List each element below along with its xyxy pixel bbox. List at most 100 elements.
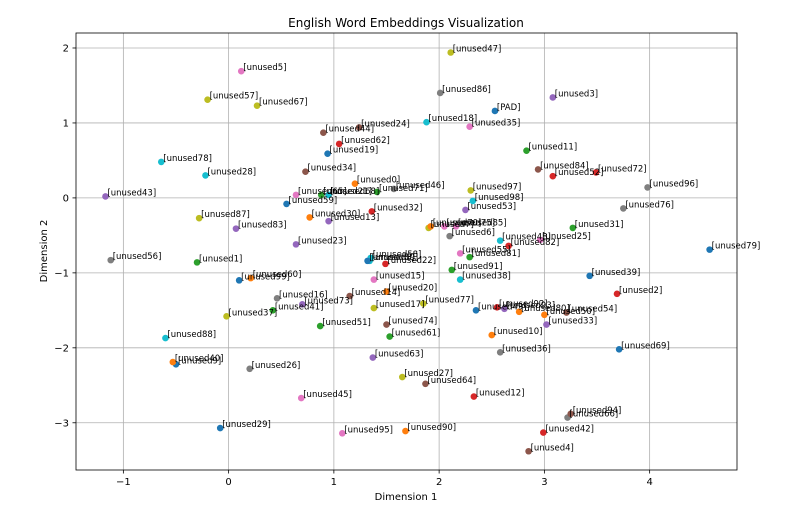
scatter-point bbox=[297, 394, 305, 402]
scatter-point bbox=[496, 349, 504, 356]
scatter-point bbox=[469, 197, 477, 205]
scatter-point bbox=[306, 214, 313, 221]
point-label: [unused9] bbox=[178, 356, 221, 366]
point-label: [unused32] bbox=[374, 203, 423, 213]
scatter-point bbox=[169, 358, 177, 366]
point-label: [unused72] bbox=[598, 164, 647, 174]
point-label: [unused42] bbox=[545, 425, 594, 435]
point-label: [unused39] bbox=[592, 268, 641, 278]
point-label: [unused41] bbox=[275, 302, 324, 312]
point-label: [unused73] bbox=[304, 296, 353, 306]
point-label: [unused16] bbox=[279, 290, 328, 300]
scatter-point bbox=[370, 276, 378, 283]
scatter-point bbox=[456, 250, 464, 257]
point-label: [unused80] bbox=[521, 304, 570, 314]
point-label: [unused3] bbox=[555, 89, 598, 99]
scatter-point bbox=[316, 322, 324, 330]
point-label: [unused98] bbox=[475, 193, 524, 203]
scatter-point bbox=[466, 123, 473, 130]
scatter-point bbox=[383, 321, 390, 328]
scatter-point bbox=[398, 373, 406, 381]
scatter-point bbox=[317, 191, 325, 199]
scatter-point bbox=[501, 305, 508, 313]
point-label: [unused14] bbox=[352, 288, 401, 298]
x-tick-label: 2 bbox=[436, 477, 442, 488]
scatter-point bbox=[563, 309, 570, 316]
data-points bbox=[102, 49, 713, 455]
point-label: [unused78] bbox=[163, 154, 212, 164]
scatter-point bbox=[235, 277, 243, 284]
scatter-point bbox=[488, 331, 496, 339]
scatter-point bbox=[540, 429, 547, 436]
scatter-point bbox=[452, 223, 460, 230]
point-label: [unused56] bbox=[113, 252, 162, 262]
point-label: [unused55] bbox=[462, 245, 511, 255]
grid-lines bbox=[76, 33, 737, 470]
point-label: [unused79] bbox=[712, 242, 761, 252]
scatter-point bbox=[467, 187, 475, 194]
y-tick-label: 0 bbox=[63, 193, 69, 204]
scatter-point bbox=[325, 191, 332, 199]
scatter-point bbox=[107, 256, 115, 264]
scatter-point bbox=[202, 172, 209, 179]
scatter-point bbox=[338, 429, 346, 437]
point-label: [unused19] bbox=[330, 146, 379, 156]
point-label: [unused48] bbox=[502, 233, 551, 243]
scatter-point bbox=[586, 272, 593, 280]
scatter-point bbox=[448, 266, 456, 274]
scatter-point bbox=[470, 393, 478, 400]
point-label: [unused20] bbox=[389, 284, 438, 294]
point-label: [unused46] bbox=[396, 181, 445, 191]
scatter-point bbox=[523, 147, 530, 154]
point-label: [unused40] bbox=[175, 354, 224, 364]
point-label: [unused82] bbox=[511, 238, 560, 248]
point-label: [unused62] bbox=[341, 136, 390, 146]
point-label: [unused30] bbox=[312, 209, 361, 219]
scatter-point bbox=[232, 225, 240, 232]
point-label: [unused52] bbox=[555, 168, 604, 178]
scatter-point bbox=[325, 217, 332, 225]
point-label: [unused95] bbox=[344, 425, 393, 435]
point-label: [unused53] bbox=[467, 202, 516, 212]
scatter-point bbox=[466, 253, 473, 261]
point-label: [unused51] bbox=[322, 318, 371, 328]
scatter-point bbox=[283, 200, 290, 208]
scatter-point bbox=[534, 166, 542, 173]
point-label: [unused22] bbox=[387, 256, 436, 266]
scatter-point bbox=[613, 290, 621, 298]
y-tick-label: −3 bbox=[54, 418, 69, 429]
point-label: [unused83] bbox=[238, 221, 287, 231]
x-tick-label: 1 bbox=[331, 477, 337, 488]
point-label: [unused0] bbox=[357, 176, 400, 186]
scatter-point bbox=[157, 158, 165, 166]
point-label: [unused26] bbox=[252, 361, 301, 371]
scatter-point bbox=[441, 223, 448, 230]
scatter-point bbox=[491, 107, 499, 115]
scatter-point bbox=[423, 118, 430, 126]
scatter-point bbox=[223, 313, 230, 320]
scatter-point bbox=[386, 333, 393, 340]
point-label: [unused64] bbox=[427, 376, 476, 386]
point-label: [unused76] bbox=[625, 200, 674, 210]
point-label: [unused47] bbox=[453, 44, 502, 54]
point-label: [unused6] bbox=[452, 228, 495, 238]
scatter-point bbox=[247, 274, 255, 282]
point-label: [unused34] bbox=[307, 164, 356, 174]
scatter-point bbox=[246, 365, 253, 373]
point-label: [unused21] bbox=[323, 187, 372, 197]
point-label: [unused27] bbox=[404, 369, 453, 379]
scatter-point bbox=[273, 295, 281, 302]
scatter-point bbox=[402, 427, 409, 435]
scatter-point bbox=[162, 334, 169, 342]
scatter-point bbox=[420, 300, 427, 307]
plot-frame bbox=[75, 32, 738, 471]
point-label: [unused13] bbox=[331, 213, 380, 223]
point-label: [unused35] bbox=[472, 119, 521, 129]
point-label: [unused85] bbox=[458, 218, 507, 228]
point-label: [unused10] bbox=[494, 327, 543, 337]
x-tick-label: 3 bbox=[541, 477, 547, 488]
x-axis-label: Dimension 1 bbox=[375, 492, 438, 503]
point-label: [unused29] bbox=[222, 420, 271, 430]
point-label: [unused97] bbox=[473, 182, 522, 192]
